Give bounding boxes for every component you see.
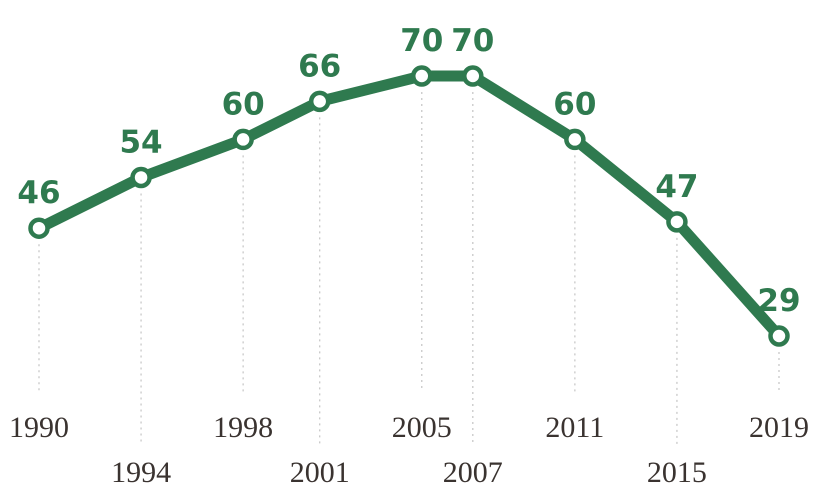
x-axis-tick-labels: 1990 1994 1998 2001 2005 2007 2011 2015 2019	[9, 411, 809, 487]
data-point-2001	[308, 90, 331, 113]
x-tick-2015: 2015	[647, 456, 707, 487]
value-label-2007: 70	[451, 23, 494, 59]
value-label-1994: 54	[119, 124, 162, 160]
x-tick-2019: 2019	[749, 411, 809, 444]
value-label-2011: 60	[553, 86, 596, 122]
data-point-1994	[130, 166, 152, 189]
data-point-1990	[28, 217, 50, 239]
value-label-2001: 66	[298, 48, 341, 84]
data-labels: 46 54 60 66 70 70 60 47 29	[17, 23, 800, 319]
value-label-2005: 70	[400, 23, 443, 59]
data-point-1998	[232, 128, 254, 151]
x-tick-1990: 1990	[9, 411, 69, 444]
value-label-2019: 29	[757, 283, 800, 319]
value-label-1990: 46	[17, 175, 60, 211]
x-tick-2011: 2011	[545, 411, 604, 444]
x-tick-2007: 2007	[443, 456, 503, 487]
data-point-2005	[411, 65, 433, 87]
x-tick-2001: 2001	[290, 456, 350, 487]
value-label-1998: 60	[222, 86, 265, 122]
grid-lines	[38, 92, 780, 445]
x-tick-2005: 2005	[392, 411, 452, 444]
data-point-2019	[768, 325, 790, 347]
x-tick-1998: 1998	[213, 411, 273, 444]
value-label-2015: 47	[655, 169, 698, 205]
data-point-2007	[462, 65, 484, 87]
x-tick-1994: 1994	[111, 456, 171, 487]
data-points	[28, 65, 790, 347]
series-line	[33, 70, 785, 342]
data-point-2011	[564, 128, 586, 151]
data-point-2015	[666, 211, 688, 233]
